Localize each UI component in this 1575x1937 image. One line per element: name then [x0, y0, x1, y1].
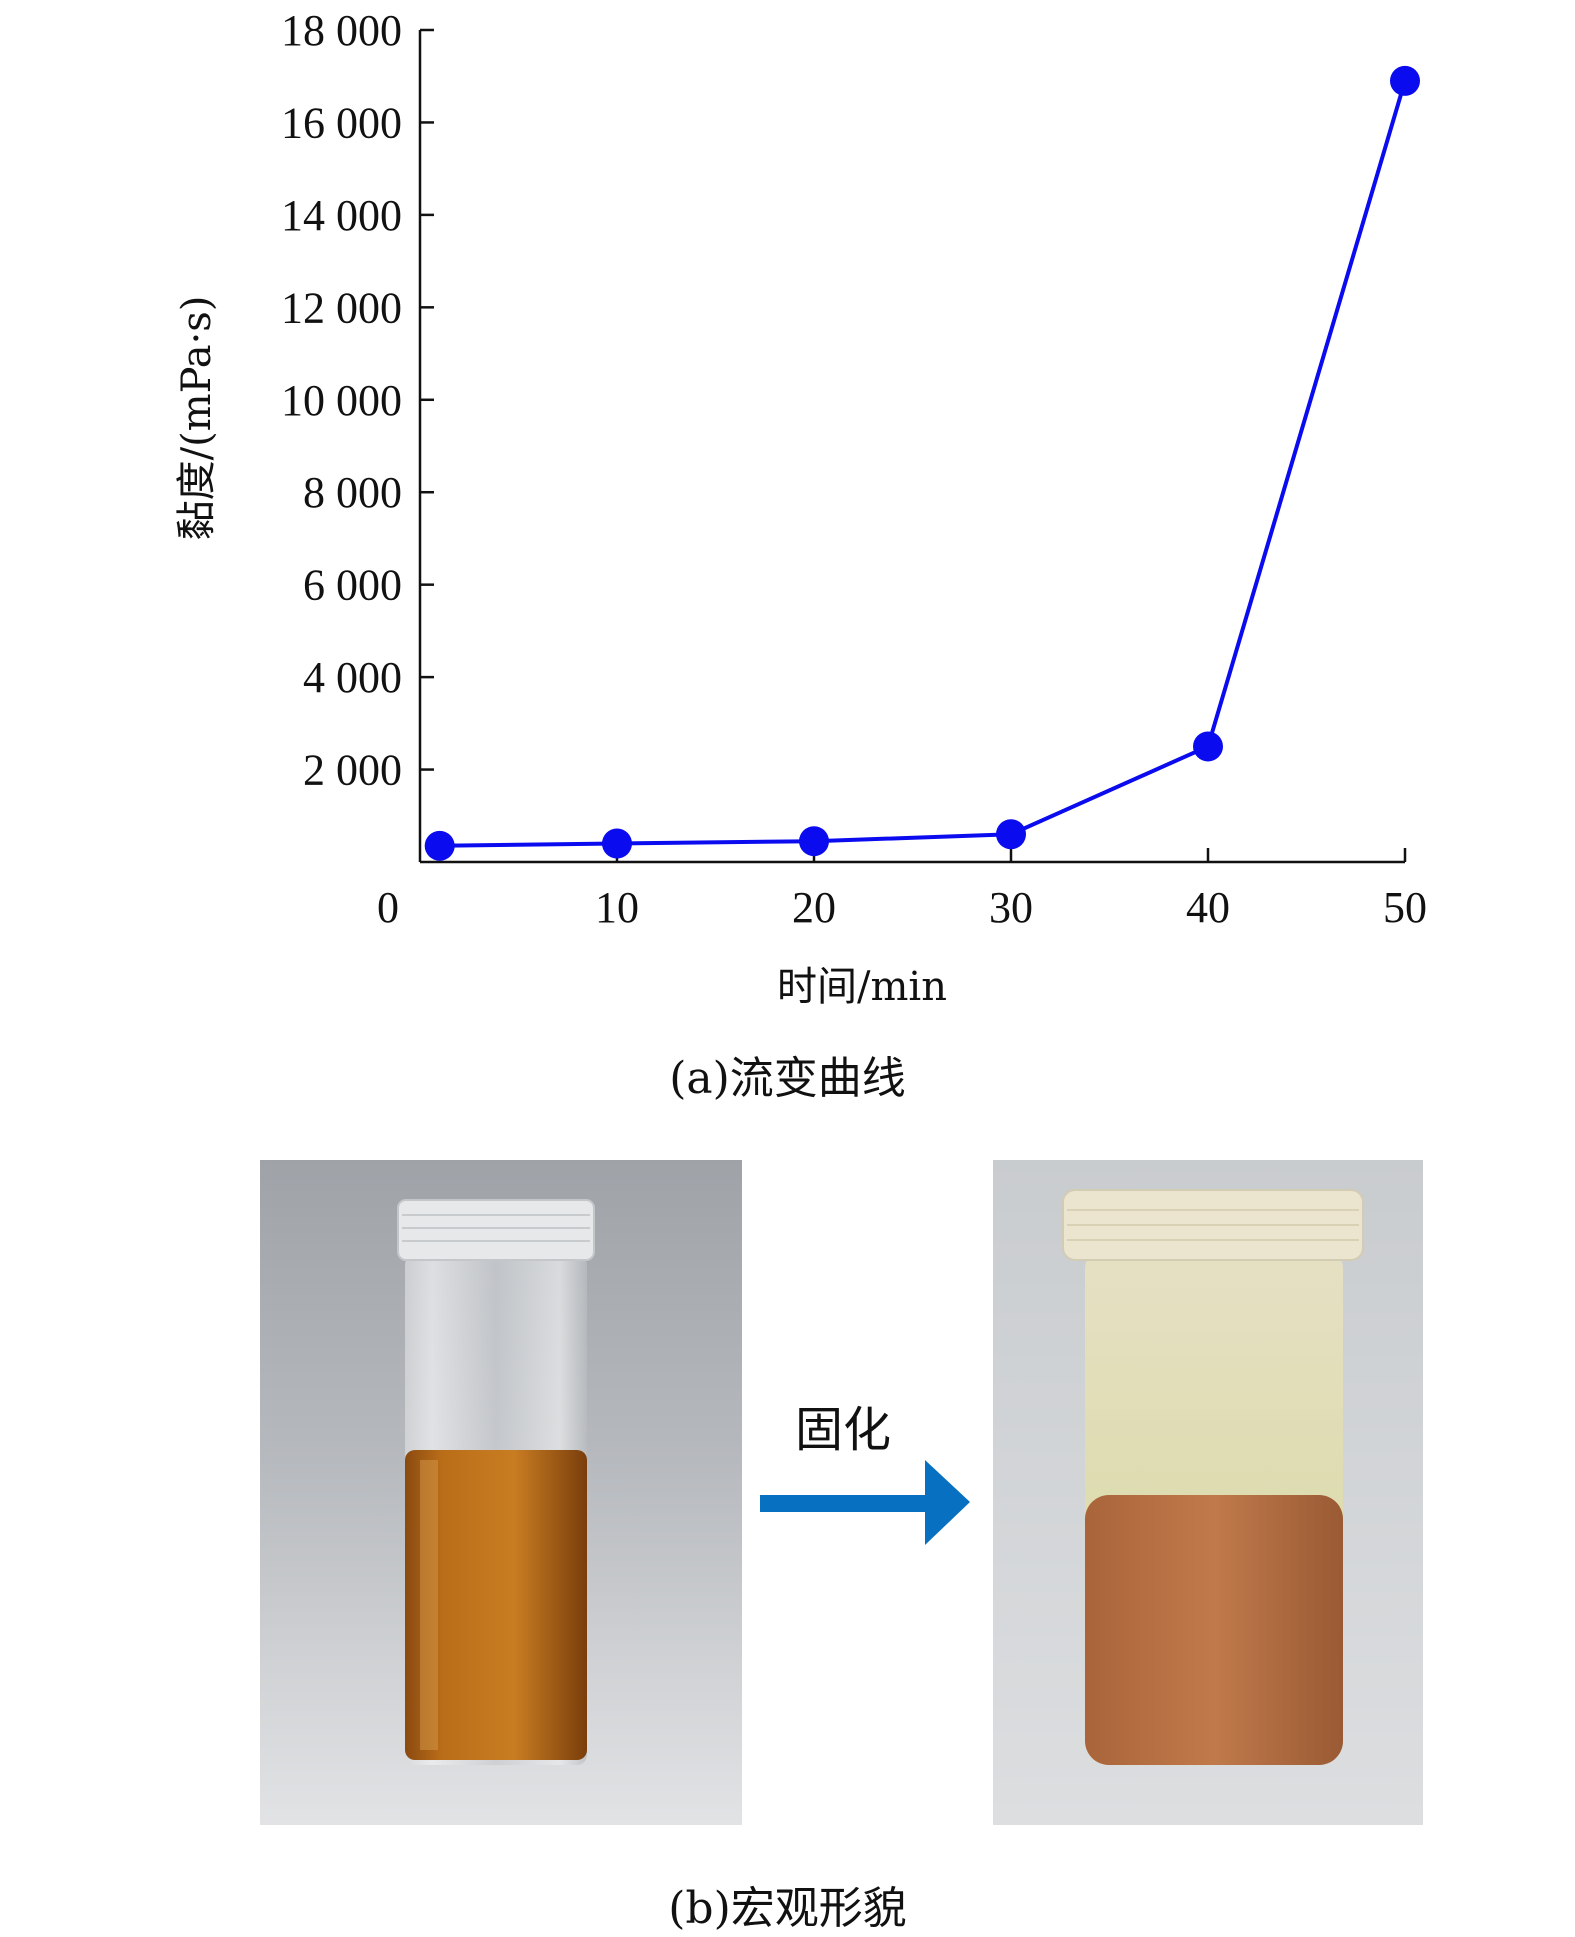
y-tick-label: 14 000: [281, 191, 402, 240]
photo-solidified-vial: [993, 1160, 1423, 1825]
data-point: [1193, 731, 1223, 762]
data-point: [996, 819, 1026, 850]
data-point: [424, 830, 455, 861]
y-tick-label: 16 000: [281, 98, 402, 147]
right-arrow-icon: [760, 1460, 970, 1545]
chart-series: [424, 65, 1420, 861]
y-tick-label: 10 000: [281, 376, 402, 425]
caption-b: (b)宏观形貌: [668, 1883, 907, 1934]
solidification-arrow: 固化: [760, 1390, 980, 1580]
y-tick-label: 18 000: [281, 6, 402, 55]
x-tick-label: 40: [1186, 883, 1230, 932]
x-axis-title: 时间/min: [777, 964, 947, 1010]
data-point: [799, 826, 829, 857]
data-point: [602, 828, 632, 859]
y-tick-label: 8 000: [303, 468, 402, 517]
x-tick-label: 20: [792, 883, 836, 932]
y-tick-label: 12 000: [281, 283, 402, 332]
x-tick-label: 0: [377, 883, 399, 932]
x-tick-label: 10: [595, 883, 639, 932]
data-point: [1390, 65, 1420, 96]
arrow-label: 固化: [795, 1402, 892, 1458]
chart-ticks: 2 000 4 000 6 000 8 000 10 000 12 000 14 000 16…: [281, 6, 1427, 932]
y-tick-label: 4 000: [303, 653, 402, 702]
liquid-vial-image: [260, 1160, 742, 1825]
y-tick-label: 2 000: [303, 746, 402, 795]
photo-liquid-vial: [260, 1160, 742, 1825]
caption-a: (a)流变曲线: [669, 1053, 906, 1104]
chart-axes: [418, 30, 1405, 864]
solidified-vial-image: [993, 1160, 1423, 1825]
y-tick-label: 6 000: [303, 561, 402, 610]
y-axis-title: 黏度/(mPa·s): [174, 296, 220, 541]
series-line: [439, 80, 1407, 848]
x-tick-label: 50: [1383, 883, 1427, 932]
viscosity-chart: 2 000 4 000 6 000 8 000 10 000 12 000 14 000 16…: [174, 6, 1427, 1010]
x-tick-label: 30: [989, 883, 1033, 932]
